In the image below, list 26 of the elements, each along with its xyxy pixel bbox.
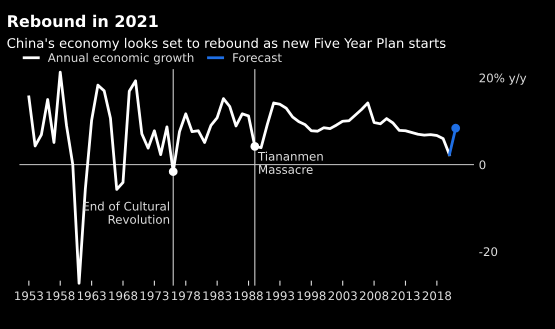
line-series	[27, 70, 451, 285]
x-tick-label: 1983	[203, 291, 232, 300]
x-tick-label: 1953	[15, 291, 43, 300]
x-tick-label: 2003	[328, 291, 357, 300]
x-tick-label: 2008	[360, 291, 388, 300]
x-tick-label: 1978	[172, 291, 200, 300]
x-tick-label: 1993	[266, 291, 294, 300]
x-tick-label: 1988	[234, 291, 263, 300]
chart-title: Rebound in 2021	[8, 14, 158, 28]
x-tick-label: 2018	[422, 291, 452, 300]
x-tick-label: 2013	[391, 291, 420, 300]
point	[451, 124, 460, 133]
y-tick-label: 20% y/y	[480, 74, 526, 85]
x-tick-label: 1998	[298, 291, 326, 300]
x-tick-label: 1973	[140, 291, 168, 300]
x-tick-label: 1968	[109, 291, 138, 300]
chart-subtitle: China's economy looks set to rebound as new Five Year Plan starts	[7, 38, 446, 51]
x-tick-label: 1963	[78, 291, 106, 300]
point	[168, 167, 178, 176]
point	[250, 142, 260, 151]
legend-label: Annual economic growth	[48, 52, 194, 64]
legend-label: Forecast	[233, 53, 282, 62]
y-tick-label: 0	[479, 160, 486, 170]
annotation: Tiananmen Massacre	[258, 152, 323, 174]
x-tick-label: 1958	[46, 291, 74, 300]
y-tick-label: -20	[479, 247, 498, 256]
